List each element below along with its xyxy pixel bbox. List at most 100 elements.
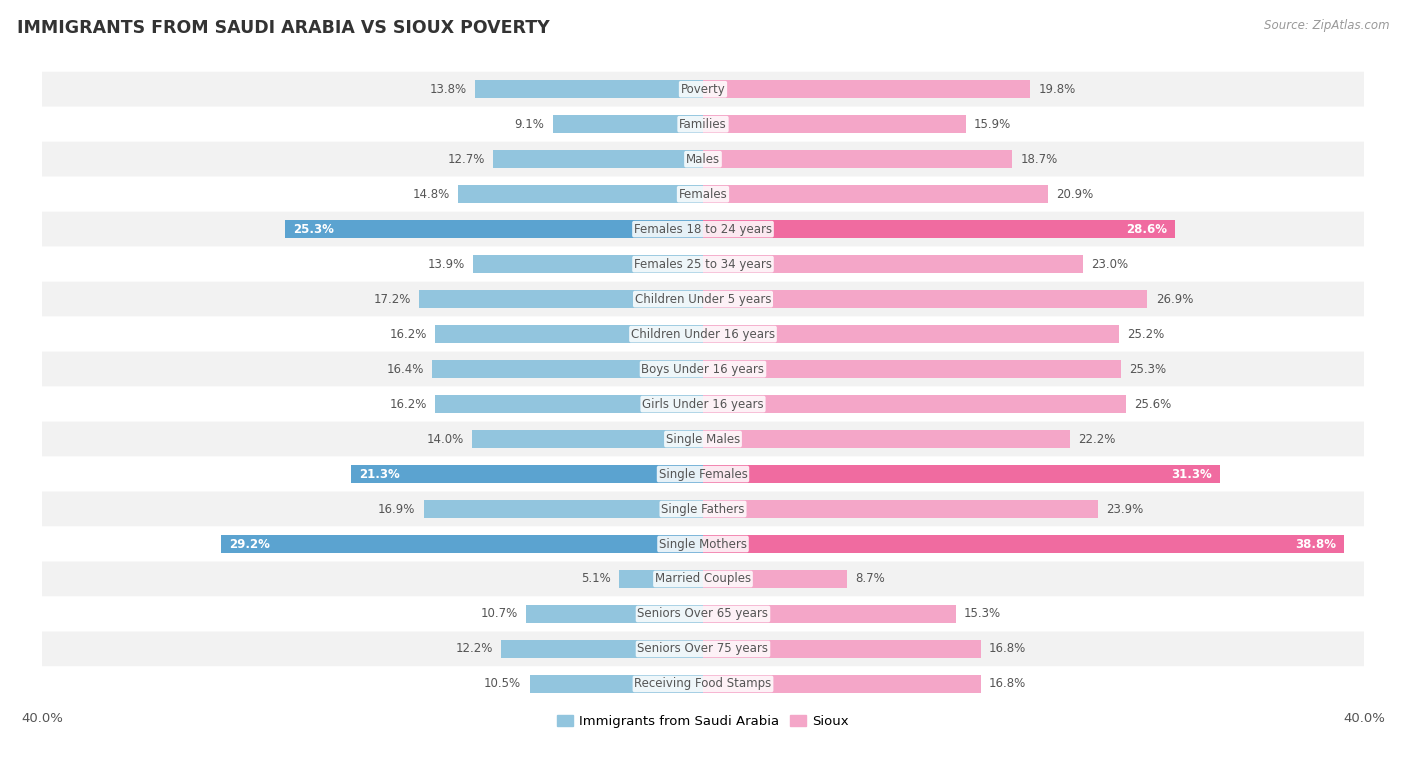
Text: Single Fathers: Single Fathers [661,503,745,515]
Text: 25.6%: 25.6% [1135,398,1171,411]
Text: 28.6%: 28.6% [1126,223,1167,236]
Bar [436,395,703,413]
Text: 38.8%: 38.8% [1295,537,1336,550]
FancyBboxPatch shape [25,107,1381,142]
Bar [432,360,703,378]
Text: Males: Males [686,152,720,166]
FancyBboxPatch shape [25,177,1381,211]
Text: 9.1%: 9.1% [515,117,544,130]
Text: 26.9%: 26.9% [1156,293,1194,305]
Text: Source: ZipAtlas.com: Source: ZipAtlas.com [1264,19,1389,32]
Bar [502,640,703,658]
Text: 29.2%: 29.2% [229,537,270,550]
Text: 16.2%: 16.2% [389,398,427,411]
Bar [703,325,1119,343]
Text: Families: Families [679,117,727,130]
Text: 16.9%: 16.9% [378,503,416,515]
Bar [703,290,1147,309]
Text: 25.3%: 25.3% [1129,362,1167,375]
FancyBboxPatch shape [25,527,1381,562]
Text: Boys Under 16 years: Boys Under 16 years [641,362,765,375]
Text: Poverty: Poverty [681,83,725,96]
Bar [703,360,1121,378]
Bar [703,465,1220,483]
Text: 19.8%: 19.8% [1039,83,1076,96]
Text: 12.7%: 12.7% [447,152,485,166]
Text: 15.9%: 15.9% [974,117,1011,130]
Text: Single Females: Single Females [658,468,748,481]
Text: 20.9%: 20.9% [1056,188,1094,201]
FancyBboxPatch shape [25,352,1381,387]
Text: IMMIGRANTS FROM SAUDI ARABIA VS SIOUX POVERTY: IMMIGRANTS FROM SAUDI ARABIA VS SIOUX PO… [17,19,550,37]
Bar [619,570,703,588]
Legend: Immigrants from Saudi Arabia, Sioux: Immigrants from Saudi Arabia, Sioux [551,709,855,733]
Bar [703,115,966,133]
FancyBboxPatch shape [25,282,1381,317]
Text: 16.2%: 16.2% [389,327,427,340]
Bar [703,640,980,658]
Bar [703,605,956,623]
FancyBboxPatch shape [25,246,1381,282]
Text: Seniors Over 75 years: Seniors Over 75 years [637,643,769,656]
Bar [352,465,703,483]
Bar [419,290,703,309]
Bar [474,255,703,273]
Text: 10.7%: 10.7% [481,607,517,621]
Bar [458,185,703,203]
Bar [526,605,703,623]
Text: 13.9%: 13.9% [427,258,465,271]
Text: 23.9%: 23.9% [1107,503,1143,515]
Text: Single Mothers: Single Mothers [659,537,747,550]
Text: 16.8%: 16.8% [988,678,1026,691]
Bar [703,185,1049,203]
Bar [703,535,1344,553]
FancyBboxPatch shape [25,317,1381,352]
Bar [703,80,1031,99]
Text: 17.2%: 17.2% [373,293,411,305]
Bar [530,675,703,693]
Text: Females 25 to 34 years: Females 25 to 34 years [634,258,772,271]
Bar [475,80,703,99]
Text: 8.7%: 8.7% [855,572,884,585]
Text: 16.8%: 16.8% [988,643,1026,656]
Text: 16.4%: 16.4% [387,362,423,375]
Bar [703,570,846,588]
Text: 15.3%: 15.3% [965,607,1001,621]
Bar [471,430,703,448]
FancyBboxPatch shape [25,491,1381,527]
Bar [221,535,703,553]
Text: 25.3%: 25.3% [294,223,335,236]
Text: 21.3%: 21.3% [360,468,401,481]
FancyBboxPatch shape [25,666,1381,701]
Bar [703,500,1098,518]
FancyBboxPatch shape [25,631,1381,666]
Text: 25.2%: 25.2% [1128,327,1164,340]
FancyBboxPatch shape [25,387,1381,421]
Text: Receiving Food Stamps: Receiving Food Stamps [634,678,772,691]
Text: Children Under 16 years: Children Under 16 years [631,327,775,340]
Bar [703,220,1175,238]
FancyBboxPatch shape [25,456,1381,491]
FancyBboxPatch shape [25,142,1381,177]
Text: 31.3%: 31.3% [1171,468,1212,481]
Text: 10.5%: 10.5% [484,678,522,691]
Text: 12.2%: 12.2% [456,643,494,656]
Text: Girls Under 16 years: Girls Under 16 years [643,398,763,411]
Bar [285,220,703,238]
Text: Married Couples: Married Couples [655,572,751,585]
Text: Females: Females [679,188,727,201]
FancyBboxPatch shape [25,597,1381,631]
FancyBboxPatch shape [25,421,1381,456]
Text: 14.8%: 14.8% [413,188,450,201]
Text: 14.0%: 14.0% [426,433,464,446]
Bar [703,430,1070,448]
Text: Females 18 to 24 years: Females 18 to 24 years [634,223,772,236]
Text: 18.7%: 18.7% [1021,152,1057,166]
FancyBboxPatch shape [25,211,1381,246]
Text: Children Under 5 years: Children Under 5 years [634,293,772,305]
Text: Single Males: Single Males [666,433,740,446]
Text: 13.8%: 13.8% [430,83,467,96]
Bar [423,500,703,518]
Bar [553,115,703,133]
Bar [436,325,703,343]
